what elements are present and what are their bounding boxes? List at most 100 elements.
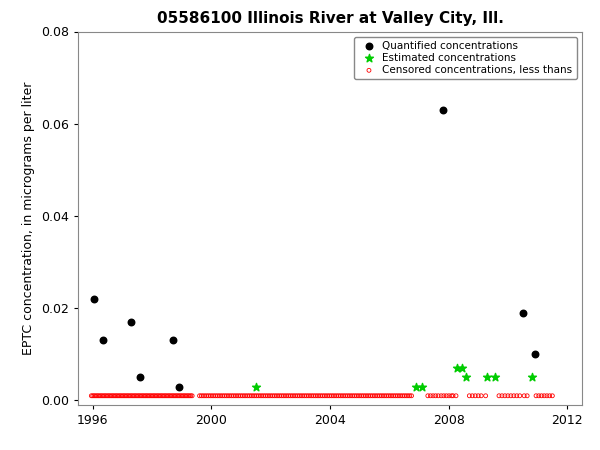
Censored concentrations, less thans (101, 392, 111, 400)
Quantified concentrations (168, 337, 178, 344)
Censored concentrations, less thans (234, 392, 244, 400)
Censored concentrations, less thans (296, 392, 306, 400)
Quantified concentrations (136, 374, 145, 381)
Estimated concentrations (452, 364, 462, 372)
Censored concentrations, less thans (172, 392, 182, 400)
Censored concentrations, less thans (423, 392, 433, 400)
Censored concentrations, less thans (378, 392, 388, 400)
Censored concentrations, less thans (144, 392, 154, 400)
Censored concentrations, less thans (328, 392, 338, 400)
Censored concentrations, less thans (273, 392, 283, 400)
Censored concentrations, less thans (389, 392, 398, 400)
Censored concentrations, less thans (323, 392, 332, 400)
Estimated concentrations (461, 374, 471, 381)
Censored concentrations, less thans (309, 392, 319, 400)
Censored concentrations, less thans (183, 392, 193, 400)
Censored concentrations, less thans (500, 392, 510, 400)
Censored concentrations, less thans (245, 392, 254, 400)
Censored concentrations, less thans (145, 392, 155, 400)
Estimated concentrations (490, 374, 499, 381)
Censored concentrations, less thans (203, 392, 213, 400)
Censored concentrations, less thans (174, 392, 184, 400)
Censored concentrations, less thans (359, 392, 368, 400)
Censored concentrations, less thans (539, 392, 549, 400)
Censored concentrations, less thans (216, 392, 226, 400)
Censored concentrations, less thans (311, 392, 320, 400)
Censored concentrations, less thans (166, 392, 175, 400)
Censored concentrations, less thans (167, 392, 176, 400)
Censored concentrations, less thans (239, 392, 249, 400)
Censored concentrations, less thans (115, 392, 125, 400)
Censored concentrations, less thans (286, 392, 295, 400)
Censored concentrations, less thans (148, 392, 157, 400)
Censored concentrations, less thans (280, 392, 290, 400)
Censored concentrations, less thans (195, 392, 205, 400)
Censored concentrations, less thans (268, 392, 277, 400)
Censored concentrations, less thans (476, 392, 486, 400)
Censored concentrations, less thans (269, 392, 279, 400)
Estimated concentrations (251, 383, 260, 390)
Censored concentrations, less thans (200, 392, 209, 400)
Censored concentrations, less thans (464, 392, 474, 400)
Censored concentrations, less thans (506, 392, 515, 400)
Censored concentrations, less thans (160, 392, 170, 400)
Censored concentrations, less thans (319, 392, 329, 400)
Censored concentrations, less thans (202, 392, 211, 400)
Y-axis label: EPTC concentration, in micrograms per liter: EPTC concentration, in micrograms per li… (22, 81, 35, 355)
Censored concentrations, less thans (182, 392, 191, 400)
Quantified concentrations (530, 351, 539, 358)
Censored concentrations, less thans (341, 392, 350, 400)
Censored concentrations, less thans (126, 392, 136, 400)
Censored concentrations, less thans (428, 392, 438, 400)
Censored concentrations, less thans (168, 392, 178, 400)
Censored concentrations, less thans (142, 392, 152, 400)
Censored concentrations, less thans (534, 392, 544, 400)
Censored concentrations, less thans (380, 392, 389, 400)
Censored concentrations, less thans (130, 392, 140, 400)
Censored concentrations, less thans (149, 392, 159, 400)
Censored concentrations, less thans (103, 392, 112, 400)
Censored concentrations, less thans (348, 392, 358, 400)
Censored concentrations, less thans (131, 392, 141, 400)
Estimated concentrations (411, 383, 421, 390)
Censored concentrations, less thans (266, 392, 275, 400)
Censored concentrations, less thans (357, 392, 367, 400)
Censored concentrations, less thans (353, 392, 363, 400)
Censored concentrations, less thans (523, 392, 532, 400)
Censored concentrations, less thans (373, 392, 382, 400)
Censored concentrations, less thans (431, 392, 440, 400)
Censored concentrations, less thans (99, 392, 109, 400)
Censored concentrations, less thans (227, 392, 236, 400)
Censored concentrations, less thans (238, 392, 247, 400)
Censored concentrations, less thans (332, 392, 341, 400)
Censored concentrations, less thans (137, 392, 146, 400)
Censored concentrations, less thans (293, 392, 302, 400)
Censored concentrations, less thans (374, 392, 384, 400)
Censored concentrations, less thans (156, 392, 166, 400)
Censored concentrations, less thans (481, 392, 490, 400)
Censored concentrations, less thans (400, 392, 409, 400)
Censored concentrations, less thans (186, 392, 196, 400)
Censored concentrations, less thans (141, 392, 151, 400)
Estimated concentrations (527, 374, 536, 381)
Title: 05586100 Illinois River at Valley City, Ill.: 05586100 Illinois River at Valley City, … (157, 11, 503, 26)
Censored concentrations, less thans (314, 392, 324, 400)
Censored concentrations, less thans (473, 392, 483, 400)
Censored concentrations, less thans (136, 392, 145, 400)
Censored concentrations, less thans (181, 392, 190, 400)
Censored concentrations, less thans (326, 392, 336, 400)
Censored concentrations, less thans (545, 392, 554, 400)
Censored concentrations, less thans (371, 392, 381, 400)
Censored concentrations, less thans (335, 392, 345, 400)
Censored concentrations, less thans (278, 392, 288, 400)
Censored concentrations, less thans (171, 392, 181, 400)
Censored concentrations, less thans (401, 392, 411, 400)
Censored concentrations, less thans (248, 392, 258, 400)
Censored concentrations, less thans (330, 392, 340, 400)
Censored concentrations, less thans (542, 392, 552, 400)
Censored concentrations, less thans (151, 392, 160, 400)
Censored concentrations, less thans (134, 392, 144, 400)
Censored concentrations, less thans (295, 392, 304, 400)
Censored concentrations, less thans (161, 392, 171, 400)
Censored concentrations, less thans (124, 392, 133, 400)
